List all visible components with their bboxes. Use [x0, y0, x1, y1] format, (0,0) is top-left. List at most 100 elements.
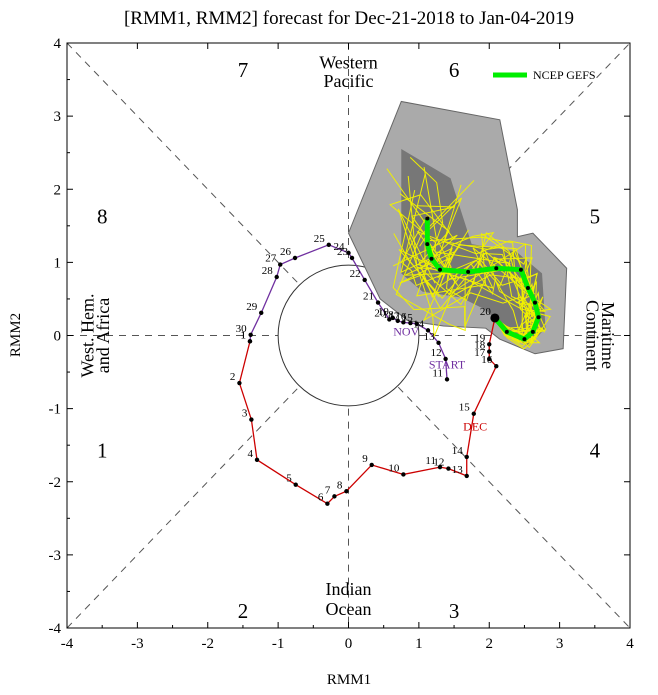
- data-point: [278, 262, 283, 267]
- point-label: 16: [481, 354, 493, 366]
- point-label: 29: [246, 301, 258, 313]
- point-label: 26: [280, 246, 292, 258]
- phase-label: 1: [97, 438, 108, 462]
- point-label: 9: [362, 453, 368, 465]
- point-label: 25: [314, 233, 326, 245]
- point-label: 20: [374, 307, 386, 319]
- y-axis-label: RMM2: [8, 313, 24, 357]
- data-point: [369, 462, 374, 468]
- data-point: [326, 242, 331, 248]
- y-tick-label: 3: [54, 109, 62, 125]
- region-label-right: Continent: [582, 300, 602, 371]
- data-point: [247, 339, 253, 344]
- point-label: 13: [424, 331, 436, 343]
- y-tick-label: 1: [54, 255, 62, 271]
- data-point: [346, 250, 351, 256]
- data-point: [401, 472, 406, 477]
- point-label: 1: [240, 329, 246, 341]
- y-tick-label: -4: [49, 621, 62, 637]
- phase-label: 2: [238, 599, 249, 623]
- forecast-point: [518, 267, 523, 272]
- series-layer: [237, 216, 542, 506]
- point-label: 16: [395, 311, 407, 323]
- region-label-right: Maritime: [598, 302, 618, 369]
- ensemble-member-track: [416, 230, 538, 338]
- point-label: 15: [459, 402, 471, 414]
- forecast-point: [425, 216, 430, 221]
- phase-label: 5: [590, 204, 601, 228]
- point-label: 8: [337, 479, 343, 491]
- data-point: [395, 318, 400, 324]
- forecast-point: [536, 315, 541, 320]
- forecast-spread: [347, 100, 568, 355]
- phase-label: 3: [449, 599, 460, 623]
- forecast-point: [532, 300, 537, 305]
- y-tick-label: -3: [49, 548, 62, 564]
- data-point: [436, 340, 441, 346]
- point-label: 23: [337, 246, 349, 258]
- x-tick-label: -3: [131, 636, 144, 652]
- point-label: 18: [383, 309, 395, 321]
- chart-title: [RMM1, RMM2] forecast for Dec-21-2018 to…: [124, 8, 574, 29]
- data-point: [254, 457, 260, 463]
- point-label: 10: [388, 462, 400, 474]
- data-point: [332, 494, 337, 499]
- data-point: [471, 411, 476, 416]
- data-point: [464, 454, 469, 460]
- data-point: [443, 356, 448, 362]
- data-point: [446, 466, 451, 471]
- point-label: 19: [378, 306, 390, 318]
- legend: NCEP GEFS: [493, 68, 596, 82]
- data-point: [408, 320, 413, 326]
- data-point: [325, 501, 330, 506]
- y-tick-label: 2: [54, 182, 62, 198]
- forecast-point: [530, 329, 535, 334]
- point-label: 2: [230, 371, 236, 383]
- label-layer: 1112131415161718192021222324252627282930…: [230, 233, 493, 504]
- point-label: 3: [242, 408, 248, 420]
- forecast-point: [504, 329, 509, 334]
- point-label: 28: [262, 265, 274, 277]
- data-point: [487, 356, 492, 362]
- point-label: 19: [474, 332, 486, 344]
- region-label-left: and Africa: [93, 298, 113, 373]
- forecast-point: [522, 337, 527, 342]
- y-tick-label: -2: [49, 475, 62, 491]
- data-point: [444, 377, 450, 382]
- data-point: [494, 364, 499, 369]
- point-label: 14: [452, 445, 464, 457]
- data-point: [292, 255, 298, 261]
- data-point: [387, 317, 392, 322]
- x-tick-label: 4: [626, 636, 634, 652]
- data-point: [274, 274, 279, 280]
- x-tick-label: 2: [486, 636, 494, 652]
- point-label: 17: [474, 347, 486, 359]
- data-point: [401, 320, 406, 325]
- point-label: 30: [236, 323, 248, 335]
- data-point: [237, 380, 242, 386]
- point-label: 6: [318, 492, 324, 504]
- data-point: [349, 255, 355, 261]
- month-label: DEC: [463, 420, 487, 434]
- data-point: [487, 342, 492, 347]
- data-point: [414, 321, 419, 326]
- data-point: [375, 300, 381, 305]
- point-label: 24: [334, 241, 346, 253]
- unit-circle: [277, 264, 420, 407]
- data-point: [344, 489, 349, 494]
- data-point: [293, 482, 298, 487]
- region-label-top: Western: [319, 53, 378, 73]
- data-point: [437, 464, 443, 470]
- point-label: 5: [286, 473, 292, 485]
- phase-label: 6: [449, 58, 460, 82]
- legend-label-ncep-gefs: NCEP GEFS: [533, 68, 596, 82]
- data-point: [362, 277, 367, 283]
- x-tick-label: 0: [345, 636, 353, 652]
- ensemble-member-track: [395, 180, 539, 350]
- point-label: 4: [248, 448, 254, 460]
- y-tick-label: -1: [49, 402, 62, 418]
- point-label: 17: [388, 310, 400, 322]
- forecast-point: [525, 285, 530, 290]
- month-label: START: [429, 357, 466, 371]
